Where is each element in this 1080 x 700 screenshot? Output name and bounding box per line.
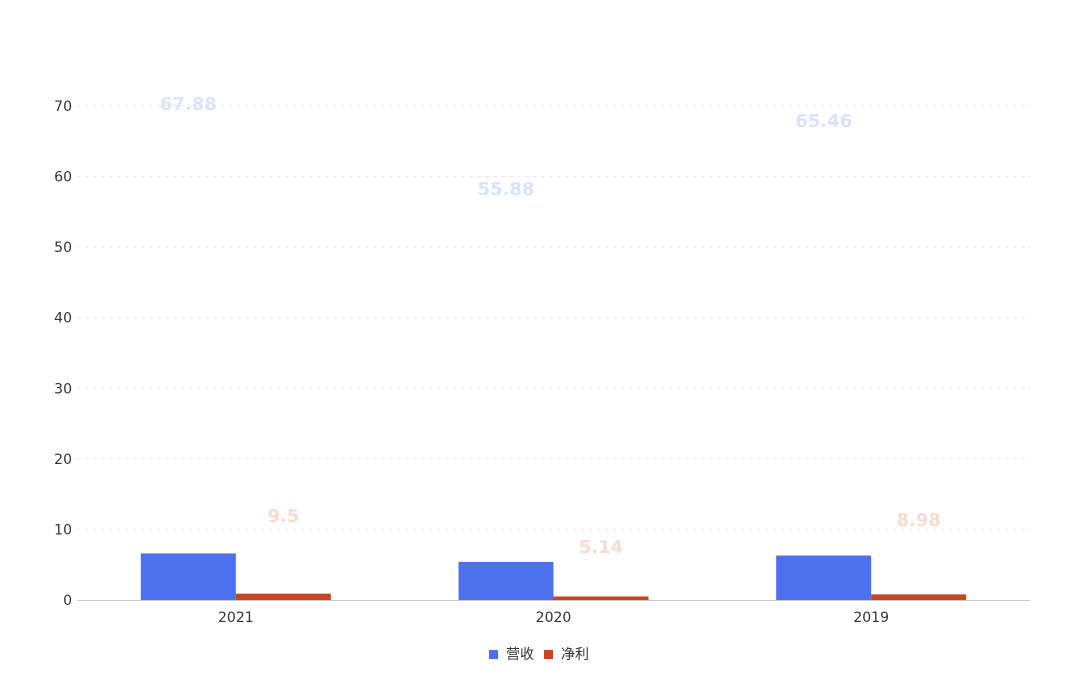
bars (140, 553, 967, 600)
y-tick-label-10: 10 (54, 522, 72, 538)
legend-swatch (544, 650, 553, 659)
y-tick-label-50: 50 (54, 240, 72, 256)
legend-item-revenue[interactable]: 营收 (489, 647, 534, 663)
bar-net-profit-2020[interactable] (553, 596, 649, 600)
data-label-revenue-2020: 55.88 (478, 179, 535, 200)
y-tick-label-20: 20 (54, 452, 72, 468)
data-label-net-profit-2019: 8.98 (896, 510, 940, 531)
bar-revenue-2020[interactable] (458, 561, 554, 600)
y-tick-label-0: 0 (63, 593, 72, 609)
x-tick-label-2021: 2021 (218, 610, 254, 626)
legend[interactable]: 营收 净利 (489, 647, 589, 663)
data-labels: 67.88 9.5 55.88 5.14 65.46 8.98 (160, 94, 941, 558)
y-axis: 0 10 20 30 40 50 60 70 (54, 99, 72, 609)
data-label-net-profit-2020: 5.14 (579, 537, 623, 558)
legend-item-net-profit[interactable]: 净利 (544, 647, 589, 663)
x-axis: 2021 2020 2019 (218, 610, 889, 626)
bar-revenue-2021[interactable] (140, 553, 236, 600)
legend-label: 营收 (506, 647, 534, 663)
grid-lines (77, 105, 1030, 530)
bar-net-profit-2019[interactable] (871, 594, 967, 600)
y-tick-label-70: 70 (54, 99, 72, 115)
legend-swatch (489, 650, 498, 659)
x-tick-label-2019: 2019 (853, 610, 889, 626)
bar-revenue-2019[interactable] (776, 555, 872, 600)
data-label-revenue-2021: 67.88 (160, 94, 217, 115)
y-tick-label-40: 40 (54, 311, 72, 327)
bar-net-profit-2021[interactable] (235, 593, 331, 600)
y-tick-label-60: 60 (54, 170, 72, 186)
data-label-net-profit-2021: 9.5 (267, 506, 299, 527)
x-tick-label-2020: 2020 (536, 610, 572, 626)
legend-label: 净利 (561, 647, 589, 663)
data-label-revenue-2019: 65.46 (795, 111, 852, 132)
y-tick-label-30: 30 (54, 381, 72, 397)
